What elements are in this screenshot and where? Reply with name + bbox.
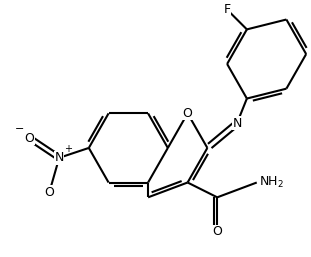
Text: +: + (64, 144, 72, 154)
Text: −: − (15, 124, 25, 134)
Text: O: O (25, 132, 35, 144)
Text: F: F (224, 3, 231, 16)
Text: NH$_2$: NH$_2$ (259, 175, 284, 190)
Text: N: N (54, 151, 64, 164)
Text: O: O (183, 107, 193, 120)
Text: N: N (232, 117, 242, 130)
Text: O: O (44, 186, 54, 199)
Text: O: O (212, 225, 222, 238)
